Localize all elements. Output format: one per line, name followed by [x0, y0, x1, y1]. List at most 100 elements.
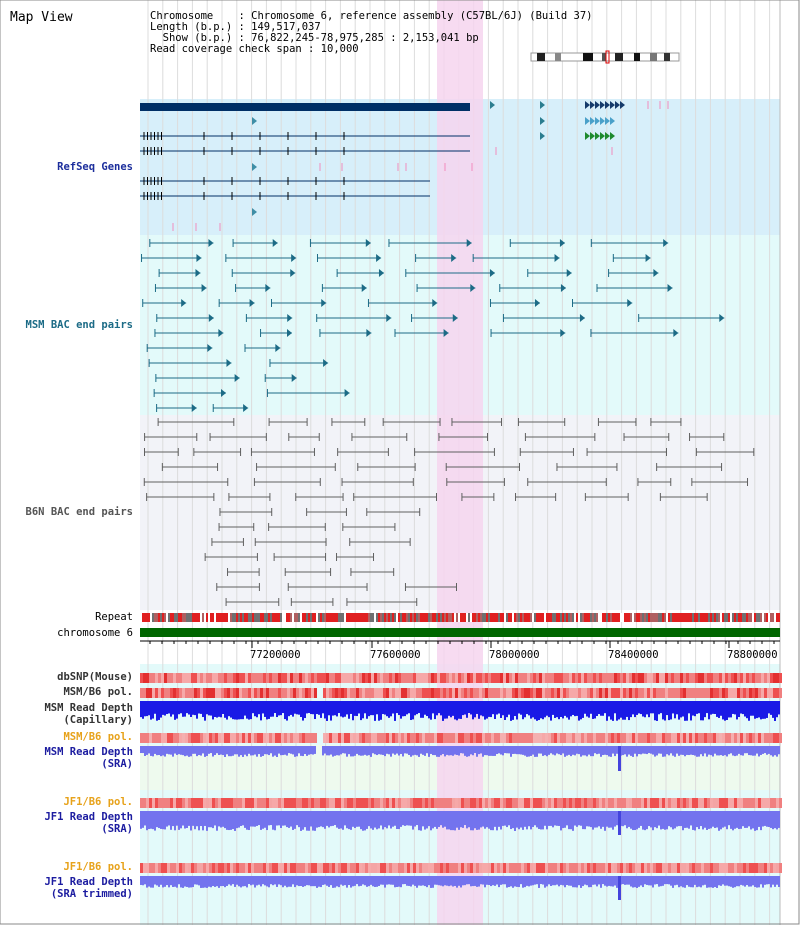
- repeat-mark: [310, 613, 312, 622]
- track-label-jf1-depth-sra[interactable]: JF1 Read Depth (SRA): [44, 811, 133, 835]
- jf1-trimmed-depth: [140, 876, 142, 885]
- jf1-trimmed-depth: [720, 876, 722, 886]
- jf1-sra-depth: [614, 811, 616, 827]
- jf1-trimmed-depth: [674, 876, 676, 886]
- track-label-jf1-b6-pol-2[interactable]: JF1/B6 pol.: [63, 861, 133, 873]
- track-label-msm-depth-sra[interactable]: MSM Read Depth (SRA): [44, 746, 133, 770]
- msm-sra-depth: [542, 746, 544, 756]
- track-label-msm-depth-capillary[interactable]: MSM Read Depth (Capillary): [44, 702, 133, 726]
- msm-pol-strip: [569, 688, 572, 698]
- msm-sra-depth: [416, 746, 418, 756]
- dbsnp-strip: [665, 673, 668, 683]
- track-label-dbsnp[interactable]: dbSNP(Mouse): [57, 671, 133, 683]
- track-label-msm-b6-pol-2[interactable]: MSM/B6 pol.: [63, 731, 133, 743]
- jf1-sra-depth: [616, 811, 618, 826]
- dbsnp-strip: [251, 673, 254, 683]
- track-label-jf1-depth-trimmed[interactable]: JF1 Read Depth (SRA trimmed): [44, 876, 133, 900]
- msm-pol2-strip: [380, 733, 383, 743]
- msm-sra-depth: [370, 746, 372, 757]
- track-label-msm-b6-pol[interactable]: MSM/B6 pol.: [63, 686, 133, 698]
- jf1-pol-strip: [569, 798, 572, 808]
- jf1-pol-strip: [638, 798, 641, 808]
- repeat-mark: [214, 613, 216, 622]
- repeat-mark: [428, 613, 430, 622]
- track-label-jf1-b6-pol[interactable]: JF1/B6 pol.: [63, 796, 133, 808]
- gene-arrow: [610, 117, 615, 125]
- jf1-pol-strip: [749, 798, 752, 808]
- jf1-pol2-strip: [446, 863, 449, 873]
- jf1-trimmed-depth: [444, 876, 446, 886]
- dbsnp-strip: [701, 673, 704, 683]
- msm-capillary-depth: [728, 701, 730, 718]
- jf1-sra-depth: [590, 811, 592, 828]
- jf1-pol-strip: [641, 798, 644, 808]
- msm-pol2-strip: [545, 733, 548, 743]
- jf1-pol2-strip: [329, 863, 332, 873]
- jf1-trimmed-depth: [314, 876, 316, 887]
- msm-pol2-strip: [350, 733, 353, 743]
- ideogram-band: [650, 53, 657, 61]
- jf1-trimmed-depth: [152, 876, 154, 888]
- msm-pol-strip: [467, 688, 470, 698]
- msm-sra-depth: [664, 746, 666, 757]
- msm-pol2-strip: [227, 733, 230, 743]
- msm-pol2-strip: [452, 733, 455, 743]
- msm-pol2-strip: [584, 733, 587, 743]
- msm-pol2-strip: [623, 733, 626, 743]
- track-label-b6n-bac[interactable]: B6N BAC end pairs: [25, 506, 133, 518]
- jf1-sra-depth: [510, 811, 512, 830]
- jf1-pol-strip: [506, 798, 509, 808]
- msm-sra-depth: [712, 746, 714, 757]
- msm-pol-strip: [665, 688, 668, 698]
- jf1-sra-depth: [638, 811, 640, 828]
- jf1-sra-depth: [354, 811, 356, 829]
- msm-capillary-depth: [196, 701, 198, 719]
- msm-sra-depth: [652, 746, 654, 755]
- jf1-pol-strip: [179, 798, 182, 808]
- repeat-mark: [736, 613, 738, 622]
- repeat-mark: [774, 613, 776, 622]
- label-line: (SRA trimmed): [50, 888, 133, 900]
- jf1-sra-depth: [308, 811, 310, 831]
- msm-pol2-strip: [560, 733, 563, 743]
- jf1-pol2-strip: [518, 863, 521, 873]
- jf1-trimmed-depth: [260, 876, 262, 887]
- jf1-trimmed-depth: [590, 876, 592, 888]
- repeat-mark: [438, 613, 440, 622]
- dbsnp-strip: [593, 673, 596, 683]
- msm-pol2-strip: [197, 733, 200, 743]
- msm-pol2-strip: [632, 733, 635, 743]
- msm-sra-depth: [438, 746, 440, 757]
- dbsnp-strip: [398, 673, 401, 683]
- jf1-pol2-strip: [293, 863, 296, 873]
- msm-sra-depth: [590, 746, 592, 757]
- msm-capillary-depth: [718, 701, 720, 718]
- msm-bac-end: [489, 269, 495, 277]
- msm-sra-depth: [640, 746, 642, 755]
- msm-sra-depth: [546, 746, 548, 757]
- msm-sra-depth: [290, 746, 292, 754]
- dbsnp-strip: [197, 673, 200, 683]
- jf1-pol2-strip: [380, 863, 383, 873]
- msm-pol-strip: [614, 688, 617, 698]
- msm-sra-depth: [704, 746, 706, 754]
- dbsnp-strip: [149, 673, 152, 683]
- dbsnp-strip: [446, 673, 449, 683]
- msm-bac-end: [249, 299, 255, 307]
- dbsnp-strip: [371, 673, 374, 683]
- jf1-pol-strip: [266, 798, 269, 808]
- track-label-msm-bac[interactable]: MSM BAC end pairs: [25, 319, 133, 331]
- jf1-sra-depth: [274, 811, 276, 831]
- jf1-sra-depth: [682, 811, 684, 831]
- track-label-refseq[interactable]: RefSeq Genes: [57, 161, 133, 173]
- jf1-pol-strip: [554, 798, 557, 808]
- msm-sra-depth: [616, 746, 618, 754]
- jf1-trimmed-depth: [658, 876, 660, 887]
- repeat-mark: [176, 613, 178, 622]
- msm-sra-depth: [176, 746, 178, 755]
- msm-capillary-depth: [166, 701, 168, 715]
- jf1-pol-strip: [347, 798, 350, 808]
- gene-arrow: [585, 132, 590, 140]
- jf1-pol2-strip: [545, 863, 548, 873]
